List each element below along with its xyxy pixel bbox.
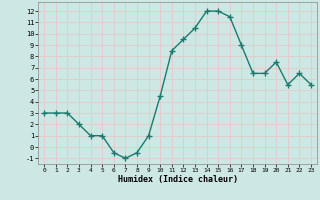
X-axis label: Humidex (Indice chaleur): Humidex (Indice chaleur) bbox=[118, 175, 238, 184]
